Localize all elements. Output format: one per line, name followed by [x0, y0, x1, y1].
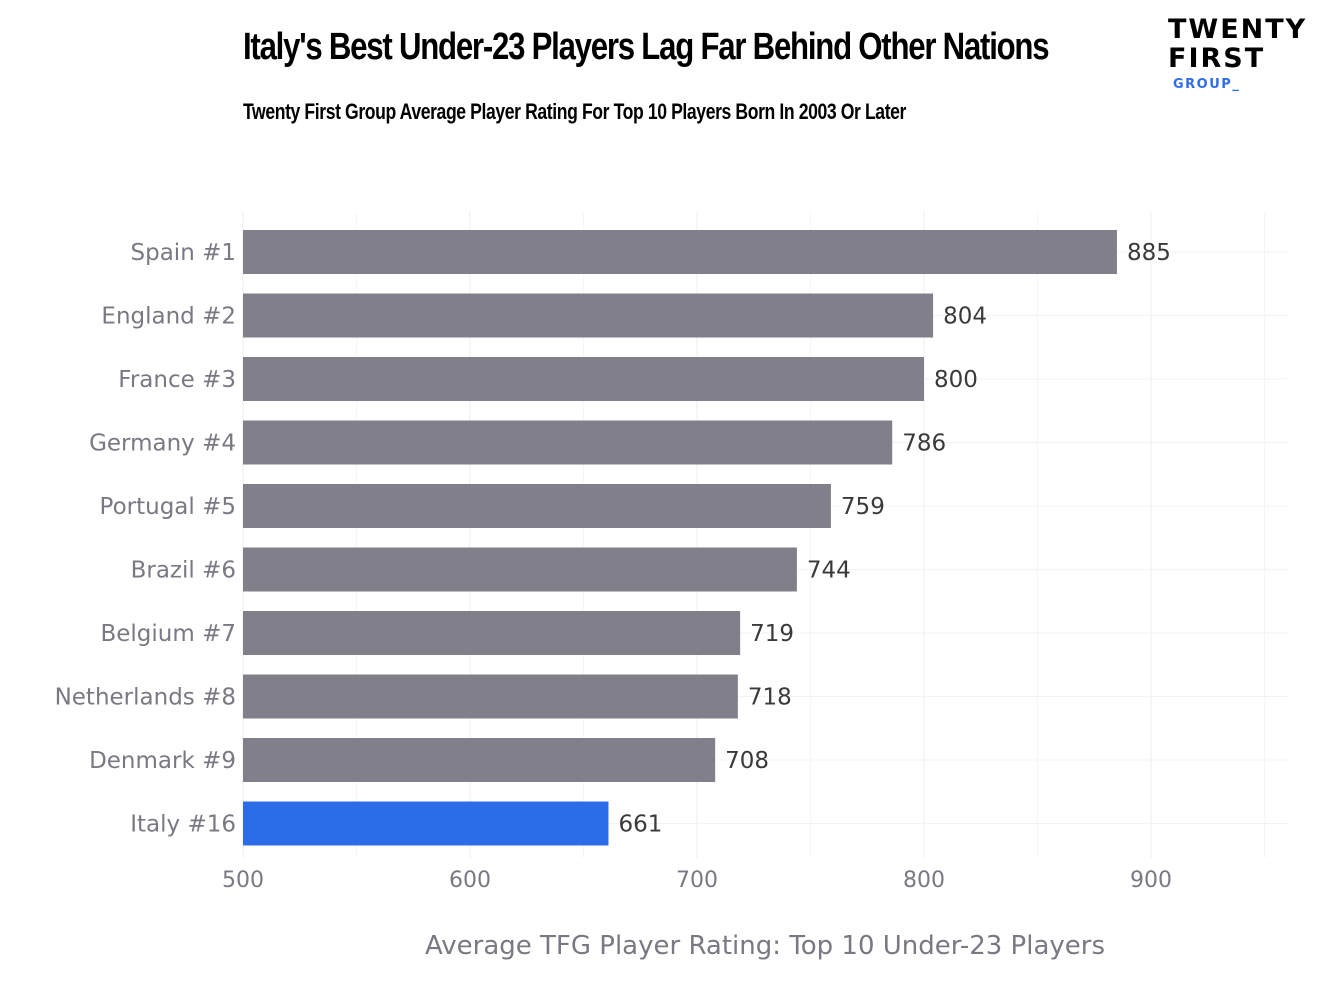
bar — [243, 674, 738, 719]
logo-line-1: TWENTY — [1168, 14, 1308, 45]
category-label: Denmark #9 — [89, 748, 236, 774]
bar — [243, 293, 934, 338]
data-label: 708 — [725, 748, 769, 774]
data-label: 885 — [1127, 240, 1171, 266]
category-label: Germany #4 — [89, 431, 236, 457]
data-label: 719 — [750, 621, 794, 647]
twenty-first-group-logo: TWENTY FIRST GROUP_ — [1168, 16, 1307, 91]
category-label: France #3 — [118, 367, 236, 393]
chart-title: Italy's Best Under-23 Players Lag Far Be… — [243, 26, 1050, 68]
category-label: England #2 — [101, 304, 236, 330]
bar — [243, 230, 1117, 274]
bar — [243, 484, 831, 528]
bar — [243, 420, 893, 465]
bar — [243, 611, 741, 655]
data-label: 744 — [807, 558, 851, 584]
category-label: Portugal #5 — [100, 494, 236, 520]
x-tick-label: 700 — [676, 868, 718, 893]
data-label: 718 — [748, 685, 792, 711]
logo-line-2: FIRST — [1168, 43, 1266, 74]
x-tick-label: 600 — [449, 868, 491, 893]
x-tick-label: 500 — [222, 868, 264, 893]
category-label: Belgium #7 — [100, 621, 236, 647]
bar — [243, 357, 924, 401]
bar — [243, 547, 797, 592]
x-axis-title: Average TFG Player Rating: Top 10 Under-… — [425, 931, 1105, 961]
data-label: 759 — [841, 494, 885, 520]
bar — [243, 738, 716, 782]
category-label: Netherlands #8 — [55, 685, 236, 711]
x-tick-label: 800 — [903, 868, 945, 893]
chart-subtitle: Twenty First Group Average Player Rating… — [243, 99, 906, 124]
data-label: 804 — [943, 304, 987, 330]
x-tick-label: 900 — [1130, 868, 1172, 893]
logo-line-3: GROUP_ — [1173, 77, 1241, 92]
bar — [243, 801, 609, 846]
data-label: 786 — [902, 431, 946, 457]
category-label: Brazil #6 — [131, 558, 236, 584]
data-label: 661 — [618, 812, 662, 838]
category-label: Spain #1 — [131, 240, 236, 266]
category-label: Italy #16 — [130, 812, 236, 838]
data-label: 800 — [934, 367, 978, 393]
